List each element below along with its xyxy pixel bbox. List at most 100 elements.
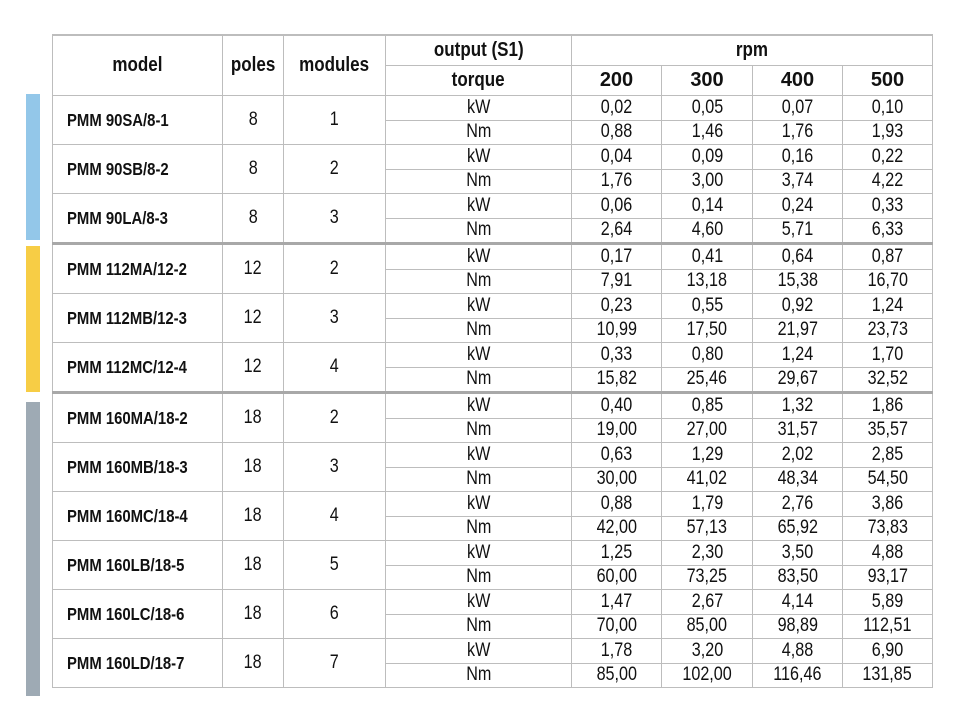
poles-value: 18 (222, 442, 284, 492)
power-value: 2,76 (752, 491, 843, 517)
torque-value: 17,50 (661, 317, 753, 343)
torque-value-text: 3,00 (691, 170, 723, 192)
poles-value: 18 (222, 491, 284, 541)
poles-value-text: 18 (244, 603, 262, 624)
torque-value: 131,85 (842, 662, 933, 688)
poles-value: 18 (222, 638, 284, 688)
power-value-text: 1,29 (691, 443, 723, 465)
power-value-text: 0,24 (781, 194, 814, 216)
modules-value-text: 3 (329, 307, 339, 328)
poles-value-text: 8 (248, 109, 258, 130)
poles-value: 8 (222, 144, 284, 194)
power-value-text: 4,88 (871, 541, 904, 563)
unit-kw-text: kW (466, 145, 491, 167)
torque-value: 85,00 (571, 662, 662, 688)
torque-value: 6,33 (842, 217, 933, 244)
torque-value-text: 85,00 (686, 615, 728, 637)
power-value: 2,67 (661, 589, 753, 615)
power-value-text: 3,20 (691, 639, 723, 661)
power-value-text: 0,04 (600, 145, 633, 167)
unit-kw: kW (385, 442, 572, 468)
table-row-torque: Nm 70,00 85,00 98,89 112,51 (53, 613, 933, 639)
torque-value-text: 1,46 (691, 121, 723, 143)
torque-value-text: 23,73 (867, 319, 908, 341)
group-marker-18-pole (26, 402, 40, 696)
unit-kw-text: kW (466, 245, 491, 267)
torque-value-text: 54,50 (867, 468, 908, 490)
power-value: 0,23 (571, 293, 662, 319)
power-value-text: 0,63 (600, 443, 633, 465)
table-row-power: PMM 160LB/18-5 18 5 kW 1,25 2,30 3,50 4,88 (52, 540, 933, 590)
table-row-torque: Nm 15,82 25,46 29,67 32,52 (53, 366, 933, 393)
power-value-text: 2,85 (871, 443, 904, 465)
power-value: 3,50 (752, 540, 843, 566)
power-value-text: 1,32 (781, 394, 814, 416)
torque-value-text: 7,91 (600, 270, 633, 292)
power-value-text: 0,10 (871, 96, 904, 118)
torque-value: 85,00 (661, 613, 753, 639)
torque-value: 48,34 (752, 466, 843, 492)
table-row-power: PMM 90LA/8-3 8 3 kW 0,06 0,14 0,24 0,33 (52, 193, 933, 244)
unit-nm: Nm (385, 417, 572, 443)
torque-value: 54,50 (842, 466, 933, 492)
model-name: PMM 160LC/18-6 (52, 589, 223, 639)
modules-value: 1 (283, 95, 386, 145)
model-name-text: PMM 112MA/12-2 (67, 258, 187, 279)
unit-kw: kW (385, 540, 572, 566)
table-row-power: PMM 112MC/12-4 12 4 kW 0,33 0,80 1,24 1,70 (52, 342, 933, 393)
unit-nm-text: Nm (465, 270, 492, 292)
unit-kw: kW (385, 391, 572, 419)
model-name: PMM 90SB/8-2 (52, 144, 223, 194)
torque-value-text: 83,50 (777, 566, 818, 588)
torque-value-text: 32,52 (867, 368, 908, 390)
power-value: 1,24 (752, 342, 843, 368)
model-name-text: PMM 160LD/18-7 (67, 652, 185, 673)
power-value: 1,47 (571, 589, 662, 615)
motor-spec-table: model poles modules output (S1) rpm torq… (52, 34, 933, 688)
torque-value-text: 73,83 (867, 517, 908, 539)
torque-value: 0,88 (571, 119, 662, 145)
table-row-torque: Nm 60,00 73,25 83,50 93,17 (53, 564, 933, 590)
power-value-text: 3,86 (871, 492, 904, 514)
header-rpm-300: 300 (661, 65, 753, 96)
power-value: 0,33 (842, 193, 933, 219)
power-value: 1,25 (571, 540, 662, 566)
torque-value: 35,57 (842, 417, 933, 443)
model-name: PMM 160LB/18-5 (52, 540, 223, 590)
unit-kw: kW (385, 491, 572, 517)
modules-value-text: 2 (329, 407, 339, 428)
power-value-text: 0,02 (600, 96, 633, 118)
power-value-text: 0,23 (600, 294, 633, 316)
power-value: 0,05 (661, 95, 753, 121)
poles-value-text: 18 (244, 456, 262, 477)
torque-value: 13,18 (661, 268, 753, 294)
unit-kw: kW (385, 242, 572, 270)
table-row-power: PMM 112MA/12-2 12 2 kW 0,17 0,41 0,64 0,87 (52, 242, 933, 294)
poles-value: 8 (222, 95, 284, 145)
model-name-text: PMM 90SB/8-2 (67, 158, 169, 179)
model-name-text: PMM 90SA/8-1 (67, 109, 169, 130)
power-value-text: 2,30 (691, 541, 723, 563)
unit-nm-text: Nm (465, 664, 492, 686)
torque-value-text: 42,00 (596, 517, 637, 539)
model-name: PMM 112MA/12-2 (52, 242, 223, 294)
torque-value-text: 65,92 (777, 517, 818, 539)
power-value: 0,87 (842, 242, 933, 270)
torque-value: 112,51 (842, 613, 933, 639)
torque-value-text: 35,57 (867, 419, 908, 441)
torque-value: 1,76 (752, 119, 843, 145)
torque-value: 73,25 (661, 564, 753, 590)
torque-value: 41,02 (661, 466, 753, 492)
torque-value: 57,13 (661, 515, 753, 541)
unit-nm-text: Nm (465, 319, 492, 341)
unit-nm-text: Nm (465, 170, 492, 192)
power-value-text: 0,05 (691, 96, 723, 118)
model-name-text: PMM 112MB/12-3 (67, 307, 187, 328)
power-value-text: 0,06 (600, 194, 633, 216)
model-name-text: PMM 160MB/18-3 (67, 456, 188, 477)
torque-value-text: 1,93 (871, 121, 904, 143)
modules-value-text: 2 (329, 158, 339, 179)
power-value-text: 1,79 (691, 492, 723, 514)
unit-nm-text: Nm (465, 121, 492, 143)
power-value-text: 6,90 (871, 639, 904, 661)
